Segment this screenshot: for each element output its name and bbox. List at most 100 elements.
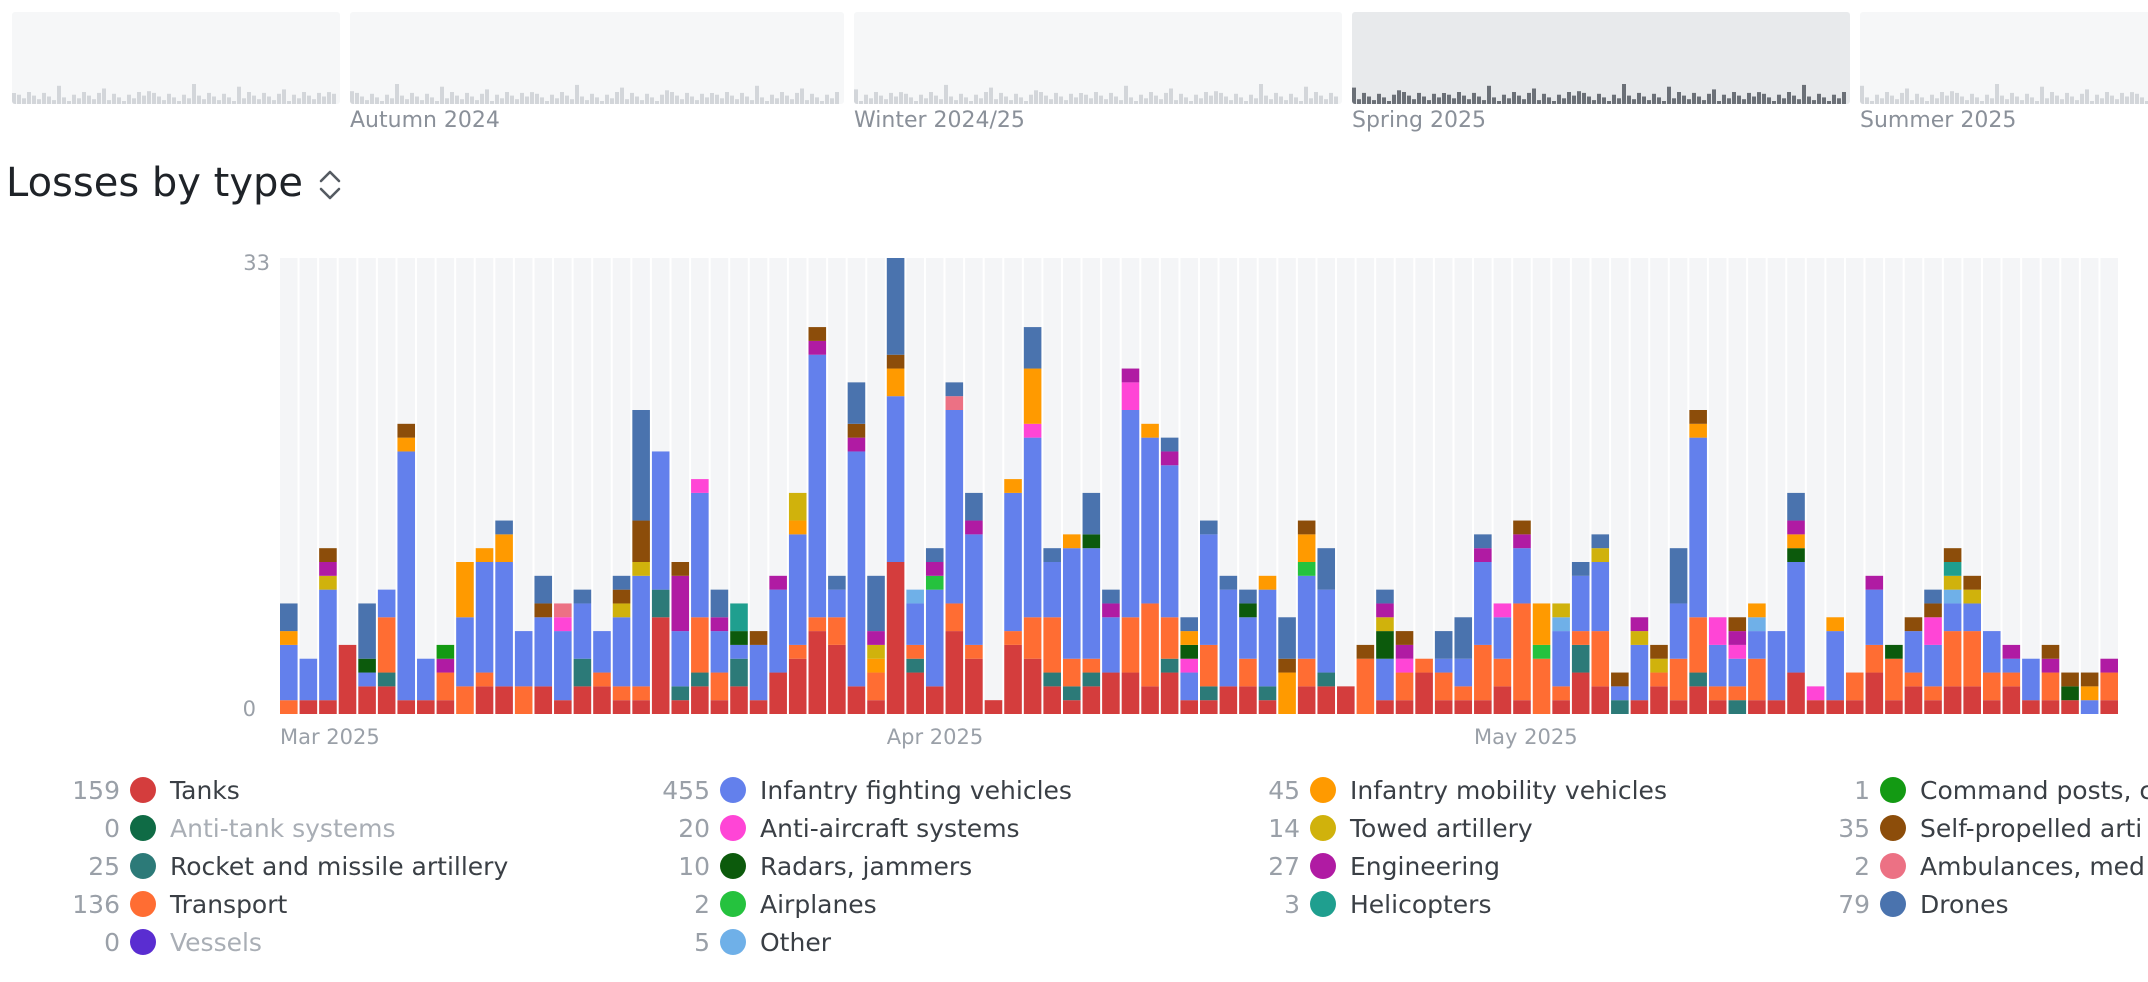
bar-segment[interactable] [475, 562, 494, 673]
bar-segment[interactable] [1591, 534, 1610, 549]
bar-segment[interactable] [1239, 589, 1257, 604]
bar-segment[interactable] [2080, 672, 2099, 687]
legend-item[interactable]: 0 Vessels [0, 924, 262, 960]
bar-segment[interactable] [1297, 658, 1316, 687]
bar-segment[interactable] [1689, 686, 1707, 714]
bar-segment[interactable] [1513, 520, 1531, 535]
bar-segment[interactable] [1865, 575, 1884, 590]
bar-segment[interactable] [1317, 672, 1336, 687]
bar-segment[interactable] [554, 617, 572, 632]
bar-segment[interactable] [1865, 672, 1884, 714]
bar-segment[interactable] [1532, 603, 1551, 645]
bar-segment[interactable] [1963, 686, 1981, 714]
bar-segment[interactable] [1474, 700, 1492, 714]
bar-segment[interactable] [534, 603, 553, 618]
bar-segment[interactable] [2061, 700, 2079, 714]
bar-segment[interactable] [1434, 672, 1453, 701]
bar-segment[interactable] [1728, 658, 1747, 687]
bar-segment[interactable] [1728, 686, 1747, 701]
bar-segment[interactable] [1200, 700, 1218, 714]
bar-segment[interactable] [1121, 617, 1140, 673]
bar-segment[interactable] [1376, 589, 1394, 604]
bar-segment[interactable] [514, 686, 533, 714]
bar-segment[interactable] [612, 617, 631, 687]
bar-segment[interactable] [1376, 617, 1394, 632]
bar-segment[interactable] [1924, 686, 1942, 701]
bar-segment[interactable] [1454, 658, 1473, 687]
bar-segment[interactable] [788, 644, 807, 659]
bar-segment[interactable] [1297, 686, 1316, 714]
bar-segment[interactable] [2002, 644, 2021, 659]
bar-segment[interactable] [632, 520, 650, 562]
bar-segment[interactable] [299, 700, 318, 714]
bar-segment[interactable] [1395, 658, 1414, 673]
bar-segment[interactable] [906, 644, 924, 659]
bar-segment[interactable] [2100, 700, 2118, 714]
bar-segment[interactable] [475, 672, 494, 687]
bar-segment[interactable] [965, 658, 983, 714]
bar-segment[interactable] [358, 603, 376, 659]
bar-segment[interactable] [1102, 672, 1120, 714]
bar-segment[interactable] [2022, 700, 2040, 714]
bar-segment[interactable] [593, 631, 611, 673]
bar-segment[interactable] [1630, 617, 1649, 632]
bar-segment[interactable] [965, 492, 983, 521]
bar-segment[interactable] [1121, 368, 1140, 383]
bar-segment[interactable] [1787, 672, 1805, 714]
bar-segment[interactable] [749, 700, 768, 714]
bar-segment[interactable] [1571, 562, 1590, 576]
bar-segment[interactable] [2061, 672, 2079, 687]
bar-segment[interactable] [1885, 658, 1903, 701]
bar-segment[interactable] [1180, 617, 1198, 632]
bar-segment[interactable] [651, 451, 670, 590]
bar-segment[interactable] [1062, 658, 1081, 687]
bar-segment[interactable] [1415, 672, 1433, 714]
bar-segment[interactable] [299, 658, 318, 701]
bar-segment[interactable] [1395, 700, 1414, 714]
bar-segment[interactable] [965, 644, 983, 659]
season-panel[interactable] [350, 12, 844, 104]
bar-segment[interactable] [1748, 617, 1766, 632]
legend-item[interactable]: 5 Other [590, 924, 831, 960]
bar-segment[interactable] [1865, 644, 1884, 673]
bar-segment[interactable] [534, 686, 553, 714]
bar-segment[interactable] [1571, 672, 1590, 714]
bar-segment[interactable] [730, 631, 748, 645]
bar-segment[interactable] [1943, 548, 1962, 562]
bar-segment[interactable] [808, 340, 827, 355]
bar-segment[interactable] [808, 354, 827, 618]
legend-item[interactable]: 2 Airplanes [590, 886, 877, 922]
bar-segment[interactable] [1180, 644, 1198, 659]
bar-segment[interactable] [1767, 700, 1786, 714]
bar-segment[interactable] [319, 548, 337, 562]
bar-segment[interactable] [593, 686, 611, 714]
bar-segment[interactable] [671, 631, 690, 687]
bar-segment[interactable] [1258, 575, 1277, 590]
bar-segment[interactable] [1023, 423, 1042, 438]
bar-segment[interactable] [1082, 548, 1101, 659]
bar-segment[interactable] [1043, 672, 1061, 687]
bar-segment[interactable] [1023, 327, 1042, 369]
season-panel[interactable] [854, 12, 1342, 104]
bar-segment[interactable] [1434, 658, 1453, 673]
bar-segment[interactable] [651, 617, 670, 714]
bar-segment[interactable] [456, 686, 474, 714]
bar-segment[interactable] [1924, 644, 1942, 687]
bar-segment[interactable] [1297, 534, 1316, 562]
bar-segment[interactable] [710, 589, 729, 618]
bar-segment[interactable] [1239, 617, 1257, 659]
bar-segment[interactable] [1689, 410, 1707, 424]
bar-segment[interactable] [788, 534, 807, 645]
bar-segment[interactable] [828, 575, 846, 590]
bar-segment[interactable] [965, 520, 983, 535]
bar-segment[interactable] [495, 562, 513, 687]
bar-segment[interactable] [1141, 423, 1159, 438]
bar-segment[interactable] [495, 534, 513, 562]
bar-segment[interactable] [2061, 686, 2079, 701]
bar-segment[interactable] [925, 686, 944, 714]
bar-segment[interactable] [397, 700, 416, 714]
bar-segment[interactable] [1141, 686, 1159, 714]
bar-segment[interactable] [632, 686, 650, 701]
bar-segment[interactable] [2080, 700, 2099, 714]
bar-segment[interactable] [1513, 700, 1531, 714]
